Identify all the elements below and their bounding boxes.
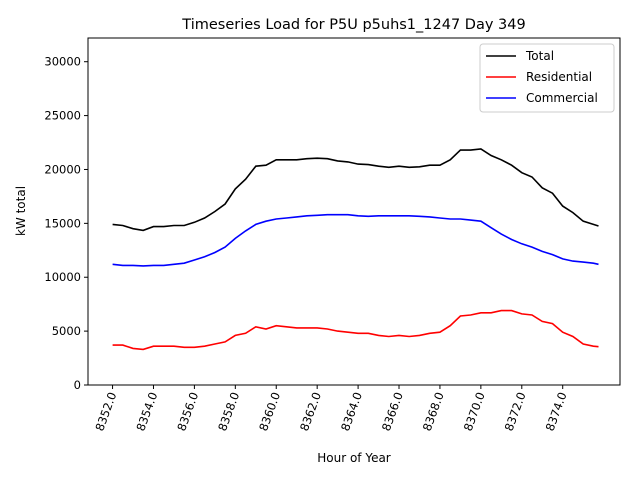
legend: Total Residential Commercial	[479, 43, 615, 113]
x-tick-label: 8366.0	[379, 390, 406, 433]
x-tick-label: 8362.0	[297, 390, 324, 433]
x-tick-label: 8372.0	[502, 390, 529, 433]
chart-title: Timeseries Load for P5U p5uhs1_1247 Day …	[181, 17, 525, 33]
x-tick-label: 8370.0	[461, 390, 488, 433]
x-tick-label: 8352.0	[92, 390, 119, 433]
series-line-total	[112, 148, 599, 232]
x-tick-label: 8356.0	[174, 390, 201, 433]
x-tick-label: 8354.0	[133, 390, 160, 433]
y-tick-label: 20000	[44, 162, 81, 176]
x-tick-label: 8374.0	[543, 390, 570, 433]
x-tick-label: 8368.0	[420, 390, 447, 433]
y-tick-label: 25000	[44, 109, 81, 123]
y-tick-label: 15000	[44, 216, 81, 230]
x-axis-label: Hour of Year	[317, 451, 391, 465]
legend-label-residential: Residential	[526, 70, 592, 84]
x-tick-label: 8360.0	[256, 390, 283, 433]
x-tick-label: 8364.0	[338, 390, 365, 433]
x-tick-label: 8358.0	[215, 390, 242, 433]
series-line-residential	[112, 309, 599, 351]
y-tick-label: 10000	[44, 270, 81, 284]
plot-area	[87, 37, 621, 386]
y-tick-label: 5000	[52, 324, 81, 338]
y-tick-label: 30000	[44, 55, 81, 69]
legend-label-total: Total	[525, 49, 554, 63]
legend-label-commercial: Commercial	[526, 91, 598, 105]
series-line-commercial	[112, 213, 599, 267]
y-tick-label: 0	[74, 378, 81, 392]
y-axis-label: kW total	[14, 186, 28, 236]
